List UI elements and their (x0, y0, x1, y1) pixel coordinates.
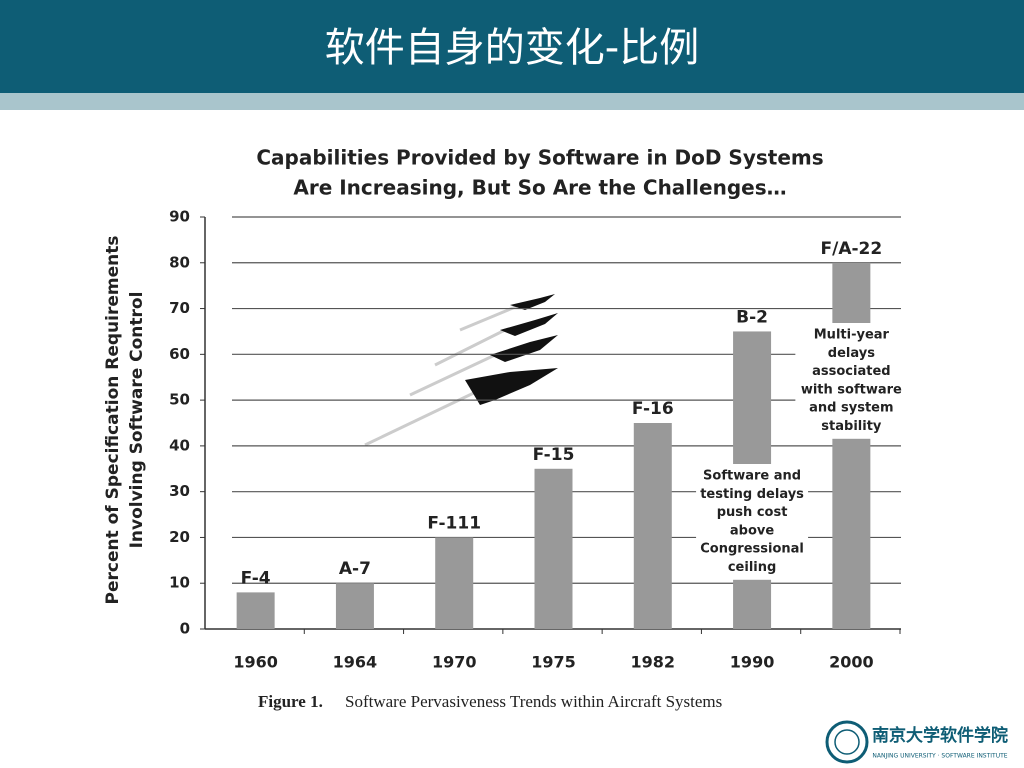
logo: 南京大学软件学院 NANJING UNIVERSITY · SOFTWARE I… (825, 720, 1008, 764)
annotation-text: ceiling (728, 560, 776, 575)
y-axis-label: Involving Software Control (127, 292, 147, 549)
y-tick-label: 40 (169, 436, 190, 454)
annotation-text: with software (801, 382, 902, 397)
bar-label: B-2 (736, 307, 768, 327)
caption-text: Software Pervasiveness Trends within Air… (345, 692, 722, 711)
y-axis-label: Percent of Specification Requirements (103, 236, 123, 605)
y-tick-label: 90 (169, 208, 190, 226)
bar (335, 583, 374, 629)
bar-label: F-111 (427, 513, 481, 533)
y-tick-label: 30 (169, 482, 190, 500)
annotation-text: Software and (703, 469, 801, 484)
x-tick-label: 1990 (730, 653, 775, 672)
bar-label: F/A-22 (821, 239, 883, 259)
y-tick-label: 10 (169, 574, 190, 592)
bar (832, 262, 871, 629)
y-tick-label: 0 (180, 620, 190, 638)
y-tick-label: 80 (169, 253, 190, 271)
chart-title: Are Increasing, But So Are the Challenge… (293, 176, 786, 200)
y-tick-label: 60 (169, 345, 190, 363)
y-tick-label: 70 (169, 299, 190, 317)
annotation-text: delays (828, 346, 875, 361)
x-tick-label: 1960 (233, 653, 278, 672)
logo-subtitle: NANJING UNIVERSITY · SOFTWARE INSTITUTE (872, 753, 1007, 760)
header-strip (0, 93, 1024, 110)
jets (364, 294, 558, 447)
bar (236, 592, 275, 629)
bar-label: A-7 (339, 559, 371, 579)
y-tick-label: 50 (169, 391, 190, 409)
bar (435, 537, 474, 629)
annotation-text: Multi-year (814, 328, 890, 343)
x-tick-label: 1970 (432, 653, 477, 672)
annotation-text: associated (812, 364, 890, 379)
bar-label: F-15 (533, 445, 575, 465)
annotation-text: push cost (717, 505, 788, 520)
annotation-text: testing delays (700, 487, 804, 502)
annotation-box (696, 464, 809, 580)
y-tick-label: 20 (169, 528, 190, 546)
x-tick-label: 1964 (333, 653, 378, 672)
annotation-text: stability (821, 419, 882, 434)
bar (534, 468, 573, 629)
slide-title: 软件自身的变化-比例 (325, 25, 699, 71)
x-tick-label: 1975 (531, 653, 576, 672)
annotation-box (795, 323, 908, 439)
x-tick-label: 2000 (829, 653, 874, 672)
logo-name: 南京大学软件学院 (872, 725, 1008, 746)
bar-label: F-4 (241, 568, 271, 588)
header-bar (0, 0, 1024, 93)
x-tick-label: 1982 (631, 653, 676, 672)
annotation-text: above (730, 523, 774, 538)
annotation-text: Congressional (700, 542, 804, 557)
caption-label: Figure 1. (258, 692, 323, 711)
bar-label: F-16 (632, 399, 674, 419)
chart-title: Capabilities Provided by Software in DoD… (256, 146, 823, 170)
bar (633, 423, 672, 629)
annotation-text: and system (809, 401, 893, 416)
